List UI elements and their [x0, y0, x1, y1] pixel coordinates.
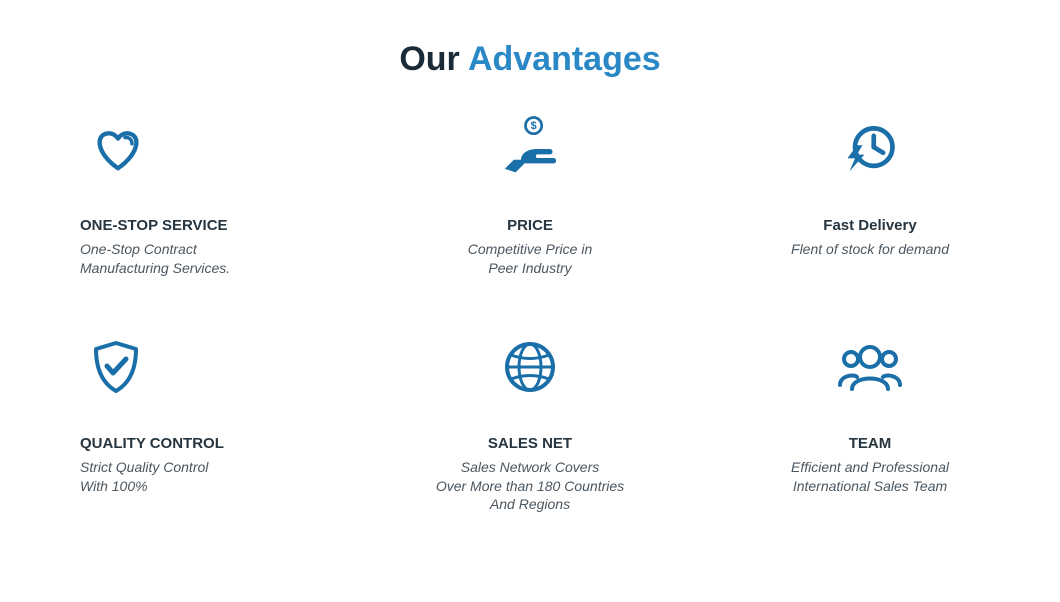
card-one-stop-service: ONE-STOP SERVICE One-Stop Contract Manuf… [50, 109, 330, 297]
card-desc: One-Stop Contract Manufacturing Services… [50, 240, 330, 278]
card-desc: Flent of stock for demand [730, 240, 1010, 259]
card-desc: Sales Network Covers Over More than 180 … [390, 458, 670, 515]
title-part1: Our [399, 40, 468, 78]
advantages-grid: ONE-STOP SERVICE One-Stop Contract Manuf… [50, 109, 1010, 514]
svg-text:$: $ [531, 120, 537, 132]
card-sales-net: SALES NET Sales Network Covers Over More… [390, 327, 670, 515]
card-title: TEAM [730, 435, 1010, 452]
card-price: $ PRICE Competitive Price in Peer Indust… [390, 109, 670, 297]
card-desc: Competitive Price in Peer Industry [390, 240, 670, 278]
clock-bolt-icon [730, 109, 1010, 189]
card-title: PRICE [390, 217, 670, 234]
team-icon [730, 327, 1010, 407]
title-part2: Advantages [468, 40, 661, 78]
heart-icon [50, 109, 330, 189]
card-title: Fast Delivery [730, 217, 1010, 234]
card-desc: Strict Quality Control With 100% [50, 458, 330, 496]
card-title: QUALITY CONTROL [50, 435, 330, 452]
card-fast-delivery: Fast Delivery Flent of stock for demand [730, 109, 1010, 297]
card-desc: Efficient and Professional International… [730, 458, 1010, 496]
globe-icon [390, 327, 670, 407]
card-title: ONE-STOP SERVICE [50, 217, 330, 234]
card-team: TEAM Efficient and Professional Internat… [730, 327, 1010, 515]
card-quality-control: QUALITY CONTROL Strict Quality Control W… [50, 327, 330, 515]
shield-check-icon [50, 327, 330, 407]
hand-coin-icon: $ [390, 109, 670, 189]
page-title: Our Advantages [50, 40, 1010, 79]
card-title: SALES NET [390, 435, 670, 452]
